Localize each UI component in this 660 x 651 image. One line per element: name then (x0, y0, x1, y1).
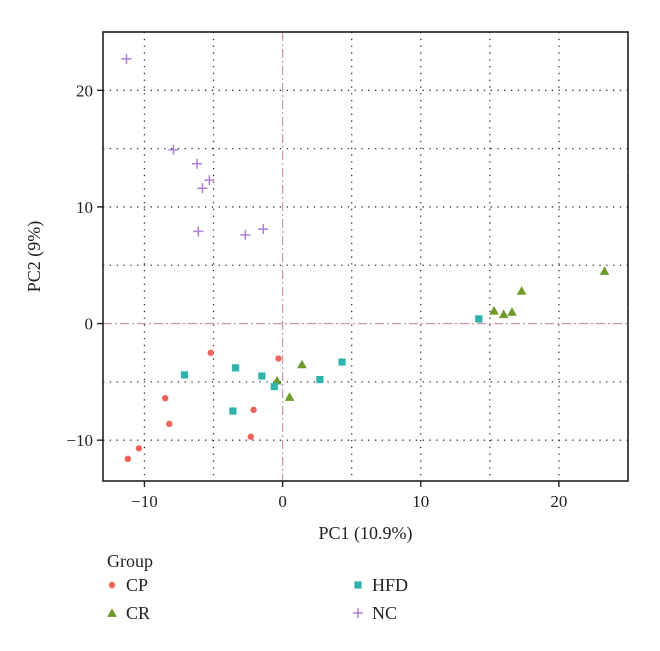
x-tick-label: −10 (131, 492, 158, 511)
data-points (121, 53, 610, 463)
data-point-hfd (270, 382, 278, 391)
data-point-cp (124, 455, 132, 463)
data-point-cr (284, 392, 295, 401)
data-point-cp (275, 355, 282, 362)
data-point-nc (191, 158, 202, 169)
x-tick-label: 10 (412, 492, 429, 511)
data-point-nc (204, 175, 215, 186)
data-point-hfd (316, 375, 324, 384)
x-tick-label: 0 (278, 492, 287, 511)
data-point-hfd (232, 364, 240, 372)
data-point-hfd (258, 372, 266, 380)
data-point-hfd (338, 358, 346, 366)
data-point-cp (250, 406, 257, 414)
data-point-cp (161, 394, 169, 402)
data-point-cr (516, 286, 527, 295)
data-point-cr (297, 359, 307, 369)
y-tick-label: −10 (66, 431, 93, 450)
axis-ticks: −10 0 10 20 −10 0 10 20 (66, 81, 567, 511)
data-point-cp (166, 420, 173, 428)
data-point-hfd (229, 407, 237, 415)
data-point-cr (507, 307, 517, 316)
data-point-cp (207, 349, 214, 356)
data-point-cp (135, 445, 143, 452)
legend-title: Group (107, 551, 153, 571)
legend-marker-cp (108, 581, 116, 589)
x-tick-label: 20 (550, 492, 567, 511)
data-point-cp (247, 433, 255, 440)
legend: Group CP CR HFD NC (107, 551, 408, 623)
legend-marker-cr (107, 608, 117, 617)
grid-lines (103, 31, 629, 481)
series-cp (124, 349, 282, 463)
legend-label-hfd: HFD (372, 575, 408, 595)
y-tick-label: 0 (85, 315, 94, 334)
reference-lines (103, 32, 628, 481)
data-point-nc (193, 226, 204, 237)
data-point-cr (498, 309, 509, 319)
data-point-cr (599, 266, 610, 275)
y-tick-label: 10 (76, 198, 93, 217)
data-point-nc (240, 229, 251, 240)
legend-label-nc: NC (372, 603, 397, 623)
data-point-hfd (475, 315, 483, 323)
series-cr (272, 266, 610, 401)
data-point-nc (197, 183, 208, 194)
x-axis-title: PC1 (10.9%) (319, 523, 413, 544)
plot-frame (102, 31, 629, 482)
data-point-hfd (180, 371, 189, 379)
legend-marker-nc (353, 608, 363, 618)
series-nc (121, 53, 269, 240)
data-point-nc (121, 53, 132, 64)
legend-marker-hfd (354, 581, 362, 589)
data-point-nc (258, 224, 269, 235)
legend-items: CP CR HFD NC (107, 575, 408, 623)
y-axis-title: PC2 (9%) (24, 221, 45, 293)
data-point-cr (272, 375, 282, 385)
series-hfd (180, 315, 483, 415)
data-point-nc (168, 144, 179, 155)
legend-label-cr: CR (126, 603, 150, 623)
legend-label-cp: CP (126, 575, 148, 595)
data-point-cr (489, 305, 499, 315)
y-tick-label: 20 (76, 81, 93, 100)
